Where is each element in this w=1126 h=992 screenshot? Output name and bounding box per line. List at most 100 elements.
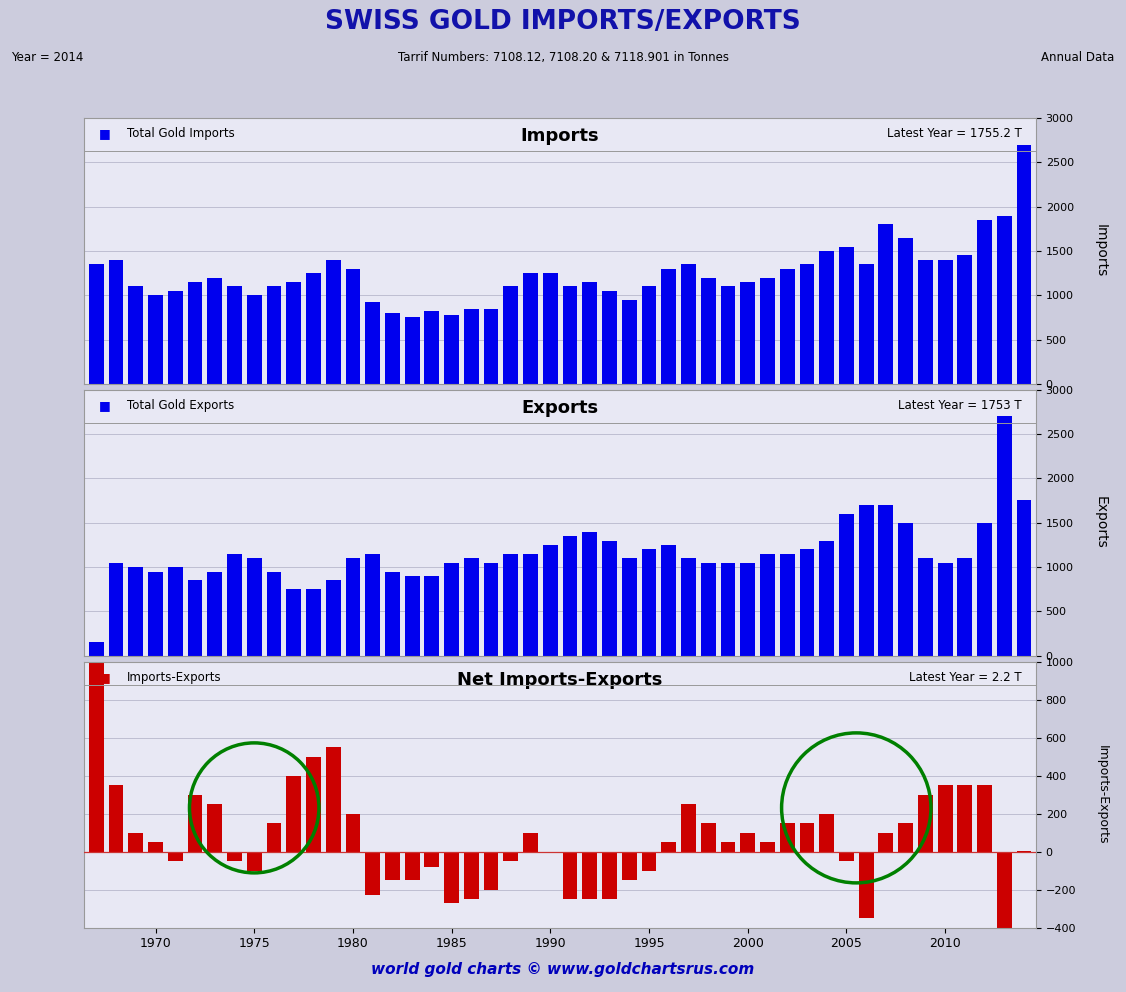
Bar xyxy=(89,264,104,384)
Bar xyxy=(267,823,282,851)
Bar xyxy=(642,550,656,656)
Bar xyxy=(859,851,874,918)
Bar xyxy=(404,851,420,880)
Bar xyxy=(622,558,636,656)
Bar xyxy=(878,224,893,384)
Bar xyxy=(286,776,301,851)
Text: Year = 2014: Year = 2014 xyxy=(11,51,83,64)
Bar xyxy=(425,576,439,656)
Bar xyxy=(365,303,381,384)
Bar xyxy=(957,558,972,656)
Text: Latest Year = 1753 T: Latest Year = 1753 T xyxy=(899,399,1021,412)
Bar xyxy=(918,795,932,851)
Bar xyxy=(149,842,163,851)
Text: ■: ■ xyxy=(99,399,110,412)
Bar xyxy=(700,823,716,851)
Bar xyxy=(108,260,124,384)
Bar xyxy=(899,238,913,384)
Bar xyxy=(484,851,499,890)
Text: world gold charts © www.goldchartsrus.com: world gold charts © www.goldchartsrus.co… xyxy=(372,962,754,977)
Bar xyxy=(642,287,656,384)
Bar xyxy=(878,832,893,851)
Text: Total Gold Imports: Total Gold Imports xyxy=(127,127,235,140)
Bar xyxy=(1017,145,1031,384)
Bar xyxy=(168,291,182,384)
Bar xyxy=(543,273,557,384)
Bar xyxy=(780,269,795,384)
Bar xyxy=(642,851,656,871)
Text: ■: ■ xyxy=(99,671,110,683)
Y-axis label: Imports: Imports xyxy=(1093,224,1107,278)
Bar xyxy=(820,813,834,851)
Bar xyxy=(780,823,795,851)
Bar xyxy=(346,269,360,384)
Bar xyxy=(563,287,578,384)
Bar xyxy=(602,291,617,384)
Bar xyxy=(740,282,756,384)
Bar xyxy=(760,278,775,384)
Text: Tarrif Numbers: 7108.12, 7108.20 & 7118.901 in Tonnes: Tarrif Numbers: 7108.12, 7108.20 & 7118.… xyxy=(397,51,729,64)
Bar xyxy=(247,558,261,656)
Bar xyxy=(425,851,439,867)
Bar xyxy=(168,567,182,656)
Bar xyxy=(780,554,795,656)
Bar xyxy=(918,260,932,384)
Bar xyxy=(207,278,222,384)
Text: Imports: Imports xyxy=(521,127,599,146)
Bar xyxy=(977,220,992,384)
Bar xyxy=(306,757,321,851)
Bar xyxy=(661,269,676,384)
Bar xyxy=(306,273,321,384)
Bar xyxy=(425,311,439,384)
Bar xyxy=(582,282,597,384)
Bar xyxy=(721,562,735,656)
Bar xyxy=(938,785,953,851)
Bar xyxy=(365,554,381,656)
Bar xyxy=(582,532,597,656)
Bar xyxy=(799,550,814,656)
Bar xyxy=(563,536,578,656)
Bar xyxy=(108,562,124,656)
Bar xyxy=(681,264,696,384)
Bar xyxy=(188,580,203,656)
Bar xyxy=(325,260,340,384)
Bar xyxy=(128,567,143,656)
Bar xyxy=(524,554,538,656)
Bar xyxy=(227,851,242,861)
Bar xyxy=(622,300,636,384)
Bar xyxy=(207,571,222,656)
Bar xyxy=(188,795,203,851)
Bar xyxy=(365,851,381,895)
Bar xyxy=(149,296,163,384)
Text: Total Gold Exports: Total Gold Exports xyxy=(127,399,234,412)
Bar xyxy=(839,514,854,656)
Bar xyxy=(84,118,1036,151)
Bar xyxy=(267,571,282,656)
Bar xyxy=(325,580,340,656)
Bar xyxy=(503,287,518,384)
Bar xyxy=(820,251,834,384)
Bar xyxy=(445,851,459,903)
Bar xyxy=(997,215,1012,384)
Bar xyxy=(128,287,143,384)
Bar xyxy=(404,576,420,656)
Bar xyxy=(464,851,479,899)
Bar xyxy=(503,851,518,861)
Bar xyxy=(760,842,775,851)
Bar xyxy=(543,545,557,656)
Bar xyxy=(227,287,242,384)
Bar xyxy=(661,842,676,851)
Bar xyxy=(149,571,163,656)
Text: Latest Year = 2.2 T: Latest Year = 2.2 T xyxy=(909,671,1021,683)
Bar xyxy=(997,417,1012,656)
Bar xyxy=(997,851,1012,992)
Bar xyxy=(799,823,814,851)
Bar xyxy=(721,287,735,384)
Bar xyxy=(977,785,992,851)
Text: Imports-Exports: Imports-Exports xyxy=(127,671,222,683)
Bar xyxy=(325,747,340,851)
Bar xyxy=(563,851,578,899)
Bar xyxy=(128,832,143,851)
Bar xyxy=(681,558,696,656)
Y-axis label: Imports-Exports: Imports-Exports xyxy=(1096,745,1109,844)
